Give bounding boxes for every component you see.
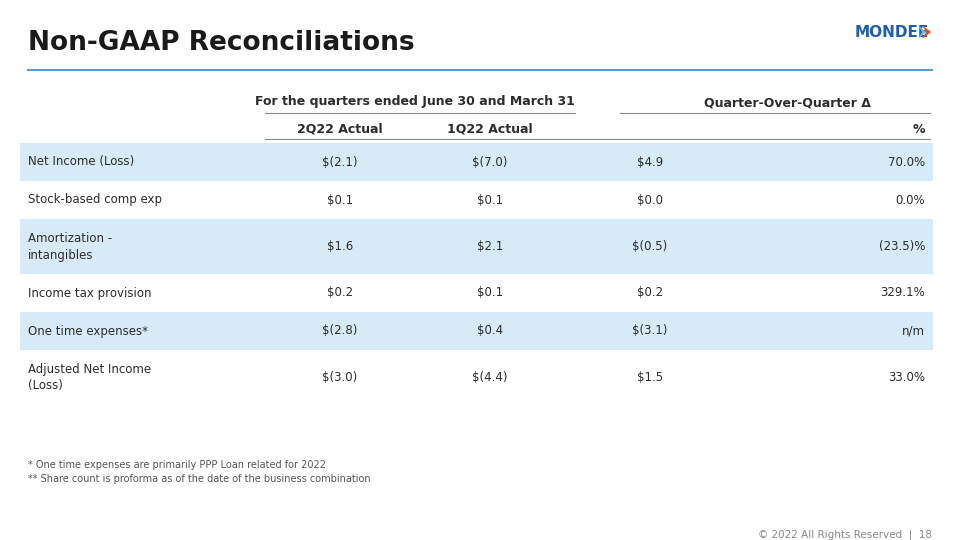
Bar — [20, 143, 933, 181]
Bar — [20, 219, 933, 274]
Text: $(0.5): $(0.5) — [633, 240, 667, 253]
Text: $4.9: $4.9 — [636, 156, 663, 168]
Text: Adjusted Net Income
(Loss): Adjusted Net Income (Loss) — [28, 362, 151, 393]
Text: $(7.0): $(7.0) — [472, 156, 508, 168]
Text: Amortization -
intangibles: Amortization - intangibles — [28, 232, 112, 261]
Text: $0.1: $0.1 — [327, 193, 353, 206]
Text: $(3.0): $(3.0) — [323, 371, 358, 384]
Text: * One time expenses are primarily PPP Loan related for 2022: * One time expenses are primarily PPP Lo… — [28, 460, 326, 470]
Text: Quarter-Over-Quarter Δ: Quarter-Over-Quarter Δ — [704, 97, 871, 110]
Text: $(4.4): $(4.4) — [472, 371, 508, 384]
Text: (23.5)%: (23.5)% — [878, 240, 925, 253]
Text: ** Share count is proforma as of the date of the business combination: ** Share count is proforma as of the dat… — [28, 474, 371, 484]
Text: $0.4: $0.4 — [477, 325, 503, 338]
Bar — [20, 312, 933, 350]
Text: $0.2: $0.2 — [327, 287, 353, 300]
Text: For the quarters ended June 30 and March 31: For the quarters ended June 30 and March… — [255, 95, 575, 108]
Polygon shape — [922, 25, 931, 39]
Text: Stock-based comp exp: Stock-based comp exp — [28, 193, 162, 206]
Text: 1Q22 Actual: 1Q22 Actual — [447, 123, 533, 136]
Text: $(2.8): $(2.8) — [323, 325, 358, 338]
Text: $1.6: $1.6 — [326, 240, 353, 253]
Text: $0.0: $0.0 — [637, 193, 663, 206]
Text: %: % — [913, 123, 925, 136]
Text: $1.5: $1.5 — [636, 371, 663, 384]
Text: MONDEE: MONDEE — [855, 25, 929, 40]
Text: $0.2: $0.2 — [636, 287, 663, 300]
Text: Income tax provision: Income tax provision — [28, 287, 152, 300]
Text: 0.0%: 0.0% — [896, 193, 925, 206]
Text: 2Q22 Actual: 2Q22 Actual — [298, 123, 383, 136]
Text: $(3.1): $(3.1) — [633, 325, 668, 338]
Text: $2.1: $2.1 — [477, 240, 503, 253]
Text: One time expenses*: One time expenses* — [28, 325, 148, 338]
Text: Non-GAAP Reconciliations: Non-GAAP Reconciliations — [28, 30, 415, 56]
Text: $(2.1): $(2.1) — [323, 156, 358, 168]
Text: © 2022 All Rights Reserved  |  18: © 2022 All Rights Reserved | 18 — [758, 530, 932, 540]
Text: $0.1: $0.1 — [477, 287, 503, 300]
Text: $0.1: $0.1 — [477, 193, 503, 206]
Text: n/m: n/m — [902, 325, 925, 338]
Polygon shape — [918, 25, 926, 39]
Text: 33.0%: 33.0% — [888, 371, 925, 384]
Text: 70.0%: 70.0% — [888, 156, 925, 168]
Text: Net Income (Loss): Net Income (Loss) — [28, 156, 134, 168]
Text: 329.1%: 329.1% — [880, 287, 925, 300]
